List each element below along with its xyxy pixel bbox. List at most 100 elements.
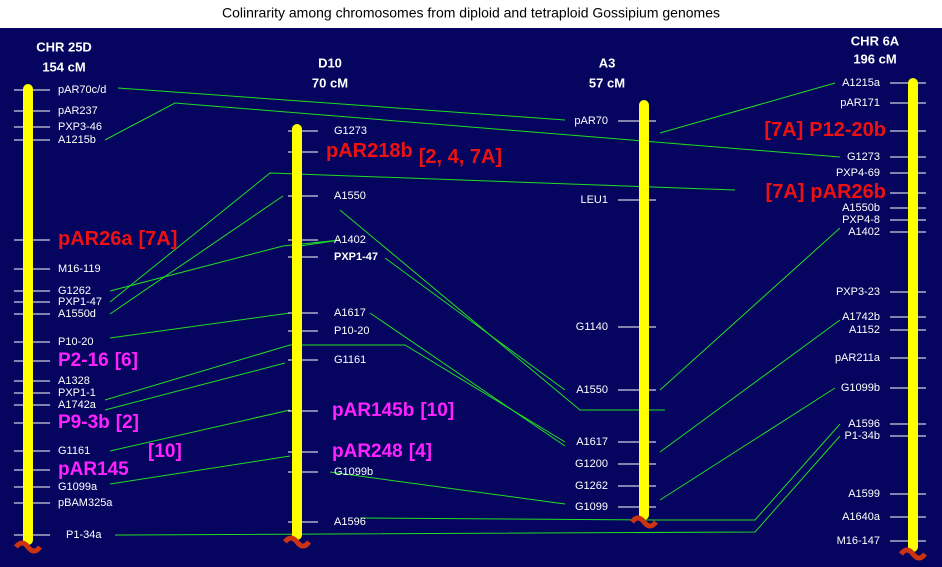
chromosome-break (283, 535, 311, 549)
marker-label: P1-34b (845, 430, 880, 442)
marker-label: A1596 (848, 418, 880, 430)
marker-name: G1262 (575, 480, 608, 492)
chromosome-length: 57 cM (589, 75, 625, 90)
marker-name: P9-3b (58, 412, 110, 433)
marker-label: A1550 (576, 384, 608, 396)
marker-name: A1550 (576, 384, 608, 396)
chromosomes: CHR 25D 154 cM pAR70c/d pAR237 PXP3-46A1215b… (14, 33, 927, 561)
marker-label: A1215a (842, 77, 881, 89)
marker-label: pAR70 (574, 115, 608, 127)
background (0, 28, 942, 567)
marker-label: A1550d (58, 308, 96, 320)
marker-name: A1215a (842, 77, 881, 89)
marker-name: pAR145b (332, 400, 414, 421)
marker-label: pAR26a [7A] (58, 228, 177, 250)
marker-name: G1273 (847, 151, 880, 163)
marker-label: A1550b (842, 202, 880, 214)
chromosome-name: CHR 6A (851, 33, 900, 48)
marker-name: A1640a (842, 511, 881, 523)
marker-tag: [7A] (766, 181, 805, 203)
marker-label: pAR145b [10] (332, 400, 454, 421)
marker-name: A1617 (334, 307, 366, 319)
link-line (109, 245, 284, 292)
marker-name: pAR26a (58, 228, 133, 250)
marker-label: A1617 (334, 307, 366, 319)
marker-name: pAR248 (332, 441, 403, 462)
chromosome-length: 154 cM (42, 59, 85, 74)
marker-name: A1596 (334, 516, 366, 528)
chromosome-break (899, 547, 927, 561)
title-bar (0, 0, 942, 28)
marker-label: A1599 (848, 488, 880, 500)
marker-name: [10] (148, 441, 182, 462)
marker-name: P1-34a (66, 529, 102, 541)
marker-name: M16-147 (837, 535, 880, 547)
marker-name: pAR145 (58, 459, 129, 480)
marker-name: G1273 (334, 125, 367, 137)
marker-name: A1550d (58, 308, 96, 320)
marker-name: G1200 (575, 458, 608, 470)
marker-label: A1402 (848, 226, 880, 238)
marker-label: LEU1 (580, 194, 608, 206)
marker-name: pAR211a (835, 352, 881, 364)
marker-name: G1262 (58, 285, 91, 297)
marker-tag: [2] (116, 412, 139, 433)
link-line (109, 195, 284, 315)
marker-name: P12-20b (809, 119, 886, 141)
marker-name: PXP1-47 (334, 251, 378, 263)
marker-name: PXP3-46 (58, 121, 102, 133)
link-line (359, 423, 841, 521)
marker-label: G1262 (58, 285, 91, 297)
link-line (109, 172, 736, 303)
marker-tag: [7A] (764, 119, 803, 141)
marker-label: A1596 (334, 516, 366, 528)
marker-label: pAR211a (835, 352, 881, 364)
marker-label: pAR145 (58, 459, 129, 480)
marker-label: pAR171 (840, 97, 880, 109)
marker-tag: [2, 4, 7A] (419, 146, 502, 168)
chromosome-bar (23, 84, 33, 545)
link-line (659, 227, 841, 391)
marker-label: G1200 (575, 458, 608, 470)
marker-tag: [7A] (138, 228, 177, 250)
marker-name: P2-16 (58, 350, 109, 371)
marker-name: G1099b (334, 466, 373, 478)
chromosome-break (630, 515, 658, 529)
marker-name: G1140 (576, 321, 608, 333)
marker-name: A1215b (58, 134, 96, 146)
marker-name: G1099 (575, 501, 608, 513)
marker-label: G1099a (58, 481, 98, 493)
chromosome-break (14, 540, 42, 554)
marker-tag: [6] (115, 350, 138, 371)
marker-name: M16-119 (58, 263, 101, 275)
marker-name: PXP1-47 (58, 296, 102, 308)
marker-label: [10] (148, 441, 182, 462)
marker-name: A1550b (842, 202, 880, 214)
marker-name: PXP1-1 (58, 387, 96, 399)
chromosome-length: 70 cM (312, 75, 348, 90)
marker-label: [7A] P12-20b (764, 119, 886, 141)
link-line (109, 312, 291, 339)
link-line (369, 312, 566, 447)
marker-name: G1161 (58, 445, 90, 457)
marker-tag: [4] (409, 441, 432, 462)
marker-name: A1742b (842, 311, 880, 323)
link-line (659, 82, 836, 134)
marker-label: A1550 (334, 190, 366, 202)
marker-name: A1402 (848, 226, 880, 238)
link-line (109, 409, 291, 452)
chromosome-bar (908, 78, 918, 552)
marker-name: P1-34b (845, 430, 880, 442)
marker-name: pAR171 (840, 97, 880, 109)
marker-name: pAR26b (810, 181, 886, 203)
marker-label: G1099 (575, 501, 608, 513)
marker-label: G1273 (334, 125, 367, 137)
marker-label: G1099b (334, 466, 373, 478)
marker-name: A1617 (576, 436, 608, 448)
marker-name: A1599 (848, 488, 880, 500)
marker-name: PXP3-23 (836, 286, 880, 298)
marker-label: P2-16 [6] (58, 350, 138, 371)
chromosome-name: A3 (599, 55, 616, 70)
marker-label: [7A] pAR26b (766, 181, 886, 203)
